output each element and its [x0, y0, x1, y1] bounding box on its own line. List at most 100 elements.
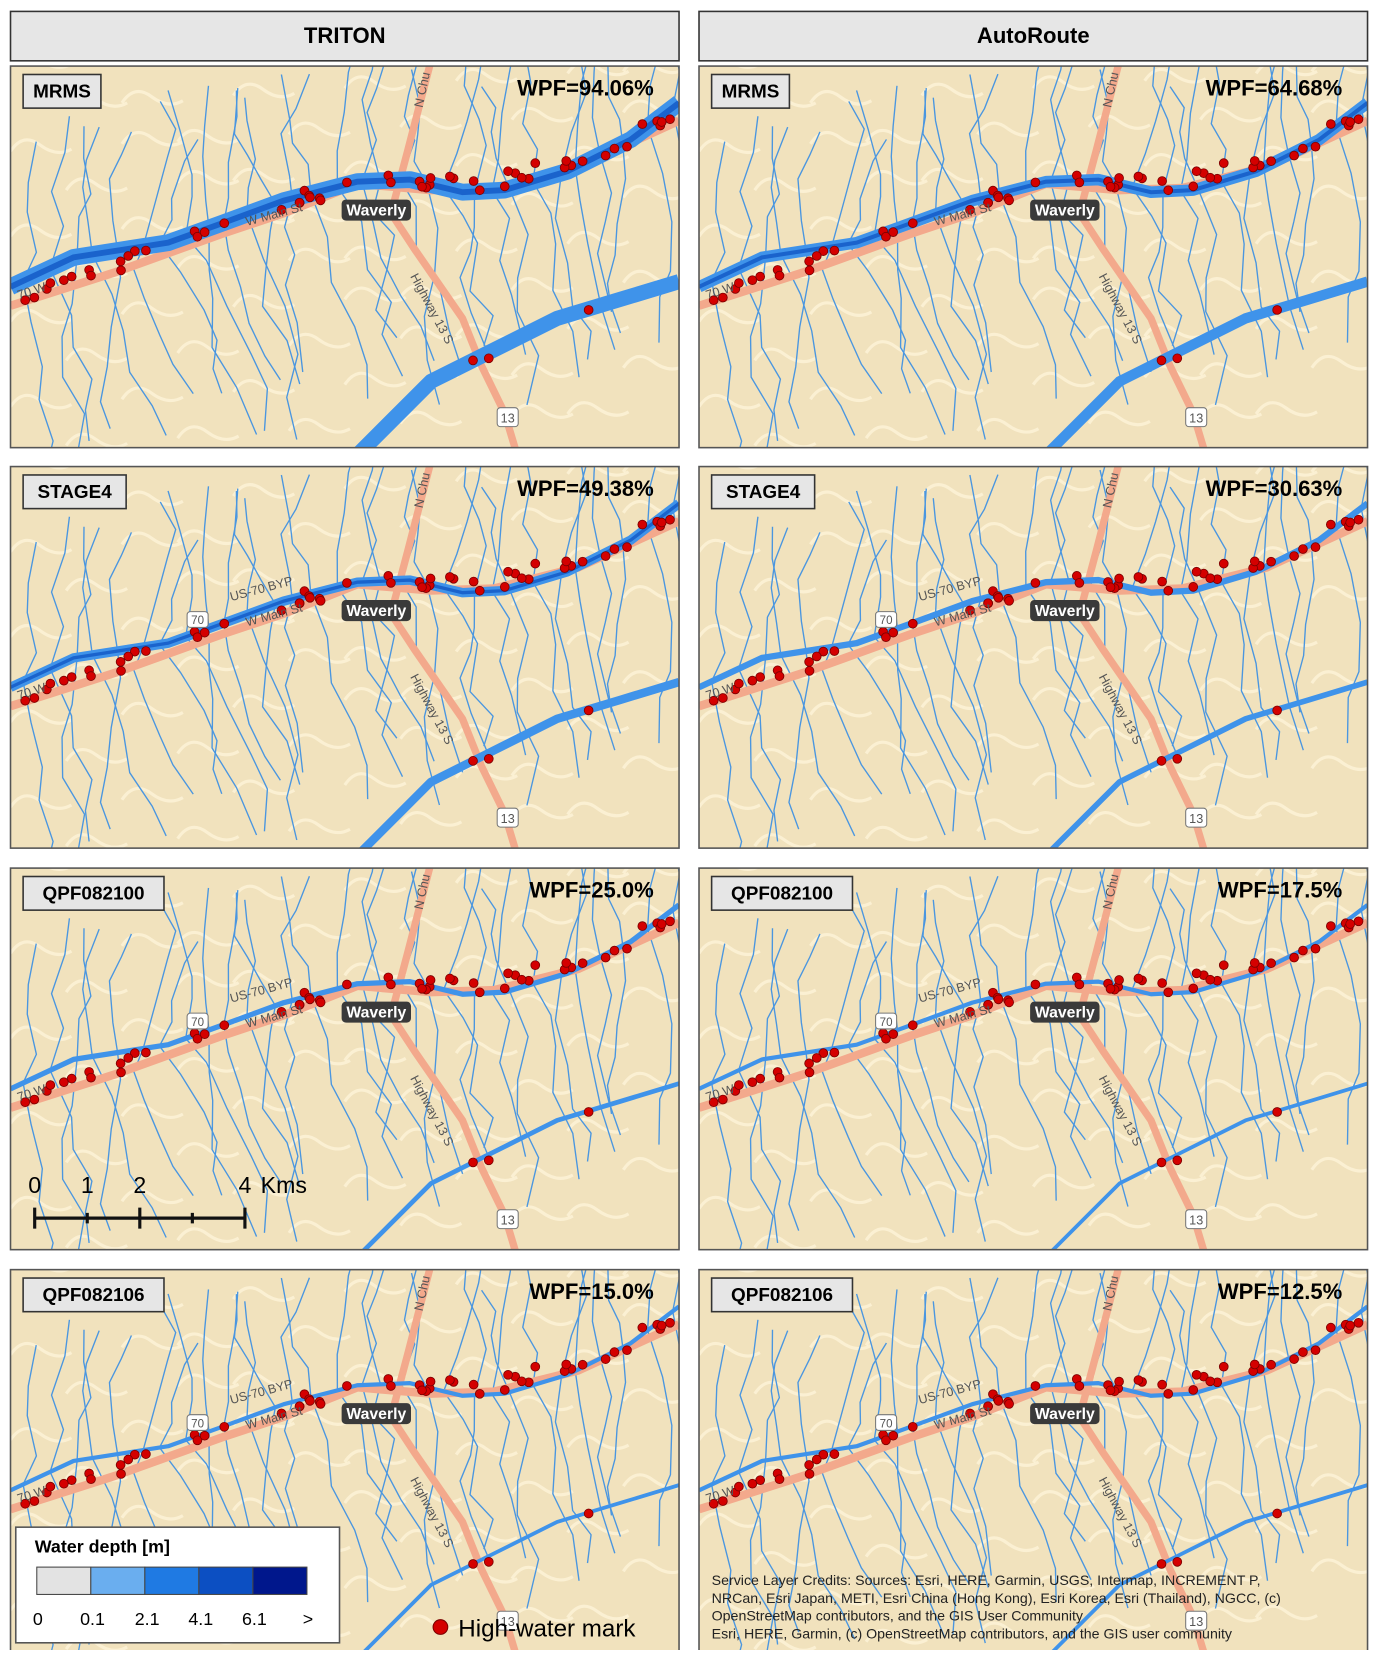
town-label-bg [341, 600, 411, 622]
high-water-mark [583, 305, 594, 315]
hillshade [510, 1480, 574, 1497]
stream [185, 636, 269, 832]
high-water-mark [829, 646, 840, 656]
hillshade [976, 1134, 1040, 1151]
hillshade [1199, 1606, 1263, 1623]
shield-label: 70 [880, 615, 893, 627]
stream [770, 928, 789, 1057]
panel-label: QPF082106 [731, 1285, 833, 1306]
high-water-mark [656, 1320, 667, 1331]
hillshade [1310, 585, 1368, 601]
high-water-mark [1205, 172, 1216, 183]
hillshade [287, 1219, 351, 1236]
stream [710, 1082, 743, 1250]
river [1050, 1483, 1368, 1652]
river [10, 1304, 680, 1493]
scale-label: 2 [133, 1172, 146, 1198]
stream [1243, 974, 1281, 1162]
high-water-mark [718, 1496, 728, 1506]
hillshade [232, 379, 296, 395]
high-water-mark [516, 172, 527, 183]
stream [463, 868, 487, 994]
high-water-mark [445, 973, 455, 984]
high-water-mark [20, 1097, 31, 1108]
stream [423, 583, 441, 806]
hillshade [699, 223, 761, 240]
high-water-mark [59, 275, 69, 285]
hillshade [976, 417, 1040, 434]
high-water-mark [1156, 355, 1167, 366]
high-water-mark [474, 585, 485, 596]
hillshade [1087, 1317, 1151, 1334]
hillshade [343, 1173, 407, 1190]
stream [890, 85, 899, 229]
hillshade [287, 1451, 351, 1467]
high-water-mark [59, 1077, 69, 1088]
high-water-mark [665, 916, 675, 927]
high-water-mark [66, 1073, 77, 1084]
stream [491, 992, 527, 1157]
high-water-mark [965, 1007, 975, 1017]
hillshade [1310, 354, 1368, 371]
hillshade [699, 1110, 761, 1127]
hillshade [753, 1149, 817, 1166]
hillshade [10, 1427, 73, 1443]
hillshade [809, 1419, 873, 1436]
hillshade [976, 923, 1040, 940]
stream [896, 1431, 946, 1639]
stream [532, 181, 580, 378]
high-water-mark [276, 205, 287, 215]
stream [158, 644, 223, 795]
hillshade [1254, 546, 1318, 562]
high-water-mark [192, 1033, 203, 1044]
panel-label: STAGE4 [726, 482, 801, 503]
hillshade [1310, 755, 1368, 772]
high-water-mark [276, 1007, 287, 1017]
high-water-mark [1218, 960, 1229, 971]
high-water-mark [45, 1481, 56, 1492]
panel-label: STAGE4 [38, 482, 113, 503]
hillshade [1143, 1040, 1207, 1056]
high-water-mark [881, 632, 891, 643]
stream [932, 97, 945, 215]
hillshade [232, 969, 296, 986]
hillshade [287, 1134, 351, 1151]
shield-label: 13 [1189, 812, 1203, 826]
stream [1147, 993, 1178, 1158]
hillshade [864, 1373, 928, 1390]
legend-marker-label: High-water mark [458, 1615, 636, 1642]
stream [1147, 1395, 1178, 1560]
high-water-mark [718, 693, 728, 703]
stream [1179, 1269, 1200, 1395]
hillshade [10, 538, 73, 555]
high-water-mark [116, 666, 126, 676]
stream [1049, 1269, 1073, 1386]
stream [1112, 1387, 1129, 1609]
hillshade [864, 930, 928, 947]
high-water-mark [1353, 114, 1364, 125]
stream [442, 868, 482, 990]
high-water-mark [561, 1359, 572, 1370]
hillshade [1199, 677, 1263, 694]
high-water-mark [656, 919, 667, 929]
panel-label-box [710, 73, 791, 109]
high-water-mark [219, 1421, 230, 1432]
stream [1131, 587, 1183, 747]
hillshade [343, 1575, 407, 1591]
stream [142, 1304, 177, 1451]
hillshade [64, 347, 128, 364]
panel-label-box [710, 474, 816, 510]
hillshade [510, 403, 574, 419]
high-water-mark [45, 1080, 56, 1090]
shield-label: 13 [1189, 1213, 1203, 1227]
panel-border [9, 65, 680, 449]
hillshade [1254, 631, 1318, 648]
town-label: Waverly [1035, 1004, 1095, 1021]
high-water-mark [774, 1474, 785, 1485]
stream [410, 1272, 428, 1388]
high-water-mark [1074, 578, 1085, 588]
hillshade [454, 638, 518, 655]
